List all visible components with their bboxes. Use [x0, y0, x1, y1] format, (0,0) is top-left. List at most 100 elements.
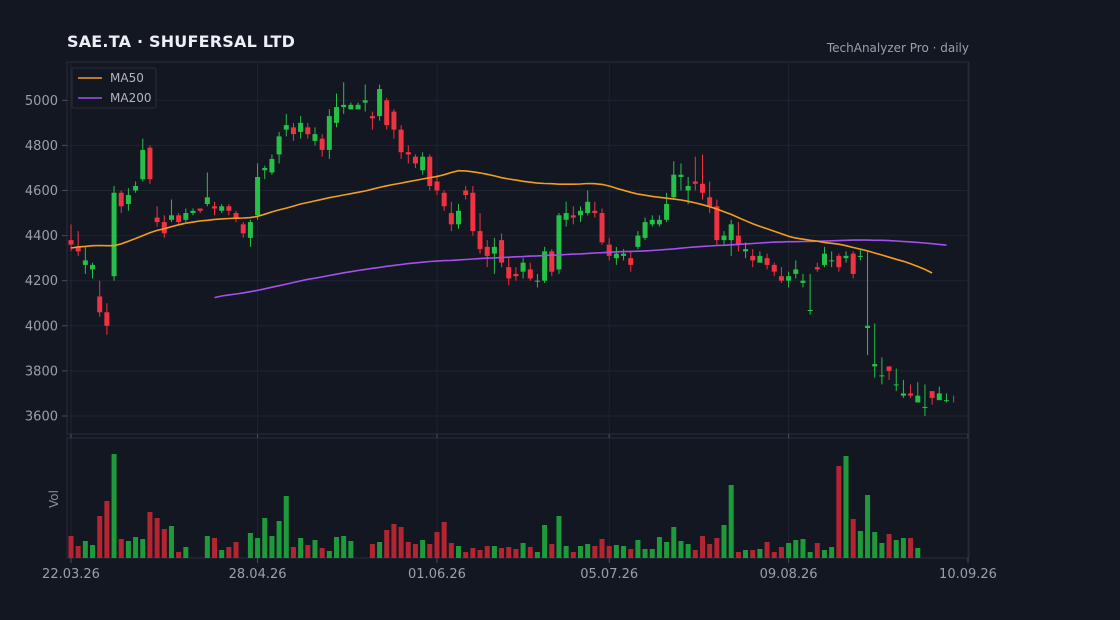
- candle-body: [484, 246, 490, 256]
- candle-body: [635, 235, 641, 247]
- candle-body: [377, 89, 383, 117]
- candle-body: [262, 167, 268, 171]
- candle-body: [75, 246, 81, 252]
- volume-bar: [800, 539, 806, 558]
- time-tick-label: 05.07.26: [580, 567, 638, 582]
- volume-bar: [434, 532, 440, 558]
- candle-body: [850, 253, 856, 274]
- candle-body: [147, 147, 153, 180]
- volume-bar: [319, 548, 325, 558]
- volume-bar: [656, 537, 662, 558]
- candle-body: [908, 393, 914, 396]
- volume-bar: [412, 544, 418, 558]
- candle-body: [154, 217, 160, 223]
- candle-body: [463, 190, 469, 196]
- volume-bar: [204, 536, 210, 558]
- candle-body: [240, 224, 246, 234]
- volume-bar: [649, 549, 655, 558]
- candle-body: [743, 249, 749, 252]
- volume-bar: [563, 546, 569, 558]
- volume-bar: [405, 542, 411, 558]
- volume-bar: [635, 540, 641, 558]
- volume-bar: [233, 542, 239, 558]
- chart-title: SAE.TA · SHUFERSAL LTD: [67, 32, 296, 51]
- candle-body: [642, 222, 648, 238]
- candle-body: [707, 197, 713, 207]
- candle-body: [391, 111, 397, 130]
- candle-body: [778, 276, 784, 281]
- volume-pane: [66, 437, 970, 559]
- legend: MA50 MA200: [71, 67, 157, 109]
- candle-body: [348, 104, 354, 110]
- candle-body: [757, 255, 763, 263]
- volume-bar: [212, 538, 218, 558]
- candle-body: [168, 215, 174, 220]
- volume-bar: [534, 552, 540, 558]
- candle-body: [699, 183, 705, 193]
- candle-body: [290, 127, 296, 135]
- volume-bar: [900, 538, 906, 558]
- volume-bar: [269, 536, 275, 558]
- volume-bar: [391, 524, 397, 558]
- candle-body: [656, 219, 662, 225]
- volume-bar: [628, 549, 634, 558]
- volume-bars: [68, 454, 921, 558]
- volume-bar: [427, 544, 433, 558]
- candle-body: [362, 100, 368, 103]
- candle-body: [499, 240, 505, 263]
- candle-body: [613, 253, 619, 259]
- volume-bar: [377, 542, 383, 558]
- volume-bar: [75, 546, 81, 558]
- volume-bar: [886, 534, 892, 558]
- candle-body: [197, 208, 203, 211]
- candle-body: [176, 215, 182, 223]
- volume-bar: [118, 539, 124, 558]
- candle-body: [276, 136, 282, 155]
- candle-body: [685, 186, 691, 191]
- candle-body: [628, 258, 634, 265]
- candle-body: [936, 393, 942, 401]
- volume-bar: [484, 546, 490, 558]
- candle-body: [456, 210, 462, 225]
- candle-body: [226, 206, 232, 211]
- time-tick-label: 28.04.26: [229, 567, 287, 582]
- volume-bar: [908, 538, 914, 558]
- candle-body: [886, 366, 892, 371]
- candle-body: [111, 192, 117, 277]
- candle-body: [728, 224, 734, 241]
- candle-body: [491, 246, 497, 254]
- volume-bar: [577, 546, 583, 558]
- candle-body: [549, 251, 555, 272]
- candle-body: [68, 240, 74, 245]
- ma200-line: [214, 239, 947, 299]
- volume-bar: [764, 542, 770, 558]
- candle-body: [621, 253, 627, 256]
- volume-bar: [821, 550, 827, 558]
- candle-body: [872, 364, 878, 367]
- candle-body: [900, 393, 906, 396]
- legend-label-ma200: MA200: [110, 91, 151, 105]
- candle-body: [585, 201, 591, 214]
- candle-body: [398, 129, 404, 153]
- candle-body: [542, 251, 548, 281]
- candle-body: [814, 267, 820, 270]
- candle-body: [750, 255, 756, 261]
- volume-bar: [176, 552, 182, 558]
- volume-bar: [707, 544, 713, 558]
- candle-body: [405, 152, 411, 155]
- candle-body: [606, 244, 612, 256]
- candle-body: [118, 192, 124, 207]
- candle-body: [477, 231, 483, 250]
- candle-body: [527, 269, 533, 279]
- candle-body: [298, 122, 304, 132]
- candle-body: [305, 127, 311, 135]
- volume-bar: [140, 539, 146, 558]
- volume-bar: [312, 540, 318, 558]
- volume-bar: [671, 527, 677, 558]
- volume-bar: [599, 539, 605, 558]
- volume-bar: [678, 541, 684, 558]
- volume-bar: [865, 495, 871, 558]
- volume-bar: [506, 547, 512, 558]
- volume-bar: [556, 516, 562, 558]
